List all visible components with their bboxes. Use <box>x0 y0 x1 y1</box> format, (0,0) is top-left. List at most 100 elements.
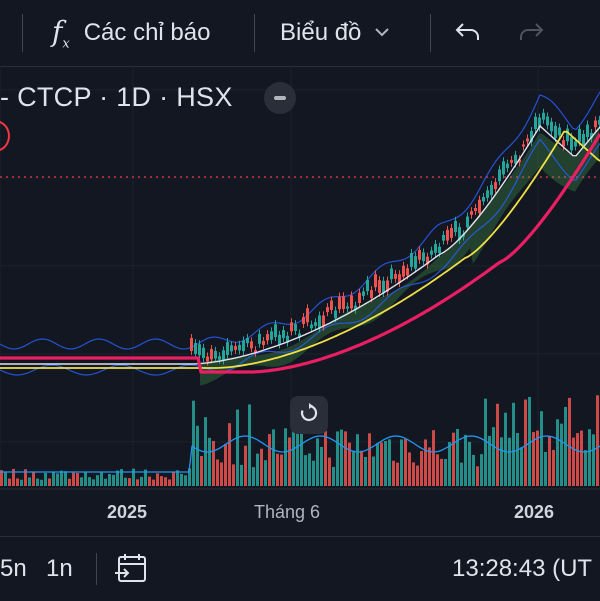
candle <box>546 116 549 126</box>
volume-bar <box>136 479 139 486</box>
volume-bar <box>500 437 503 486</box>
candle <box>442 234 445 241</box>
volume-bar <box>508 437 511 486</box>
volume-bar <box>28 477 31 486</box>
volume-bar <box>68 478 71 486</box>
legend-collapse-button[interactable] <box>264 82 296 114</box>
volume-bar <box>548 436 551 486</box>
undo-button[interactable] <box>455 0 481 66</box>
candle <box>518 159 521 163</box>
candle <box>294 324 297 331</box>
volume-bar <box>236 409 239 486</box>
candle <box>562 140 565 147</box>
candle <box>426 256 429 265</box>
candle <box>550 121 553 132</box>
candle <box>594 120 597 128</box>
candle <box>314 322 317 326</box>
candle <box>582 133 585 145</box>
volume-bar <box>176 470 179 486</box>
candle <box>558 127 561 136</box>
symbol-legend[interactable]: - CTCP · 1D · HSX <box>0 82 233 112</box>
volume-bar <box>352 450 355 486</box>
candle <box>590 132 593 139</box>
volume-bar <box>444 459 447 486</box>
clock-timezone[interactable]: 13:28:43 (UT <box>452 555 593 582</box>
candle <box>570 136 573 151</box>
reset-chart-button[interactable] <box>290 396 328 434</box>
volume-bar <box>292 428 295 486</box>
indicators-button[interactable]: fx Các chỉ báo <box>52 0 210 66</box>
minus-icon <box>274 96 286 100</box>
redo-button[interactable] <box>518 0 544 66</box>
volume-bar <box>496 403 499 486</box>
volume-bar <box>340 429 343 486</box>
volume-bar <box>260 448 263 486</box>
volume-bar <box>232 464 235 486</box>
candle <box>446 229 449 241</box>
volume-bar <box>560 423 563 486</box>
volume-bar <box>376 443 379 486</box>
volume-bar <box>212 440 215 486</box>
volume-bar <box>312 460 315 486</box>
chart-type-button[interactable]: Biểu đồ <box>280 0 390 66</box>
candle <box>282 330 285 339</box>
volume-bar <box>108 473 111 486</box>
volume-bar <box>264 460 267 486</box>
volume-bar <box>188 468 191 486</box>
volume-bar <box>116 470 119 486</box>
candle <box>226 342 229 356</box>
ma-long <box>0 133 600 374</box>
volume-bar <box>16 478 19 486</box>
volume-bar <box>92 479 95 486</box>
volume-bar <box>592 434 595 486</box>
volume-bar <box>328 457 331 486</box>
candle <box>190 337 193 352</box>
volume-bar <box>8 478 11 486</box>
volume-bar <box>412 462 415 486</box>
volume-bar <box>360 450 363 486</box>
candle <box>318 315 321 329</box>
ma-medium <box>0 130 600 369</box>
candle <box>498 169 501 182</box>
redo-icon <box>518 20 544 47</box>
volume-bar <box>520 447 523 486</box>
candle <box>554 125 557 138</box>
range-5n-button[interactable]: 5n <box>0 555 27 582</box>
volume-bar <box>436 454 439 486</box>
toolbar-divider <box>96 553 97 585</box>
volume-bar <box>84 472 87 486</box>
volume-bar <box>56 473 59 486</box>
candle <box>366 279 369 292</box>
candle <box>298 333 301 337</box>
bollinger-upper <box>0 91 600 350</box>
candle <box>354 305 357 310</box>
candle <box>374 274 377 288</box>
candle <box>222 350 225 361</box>
go-to-date-icon[interactable] <box>114 553 148 590</box>
volume-bar <box>60 470 63 486</box>
volume-bar <box>0 470 3 486</box>
time-axis-label: 2025 <box>107 502 148 522</box>
range-1n-button[interactable]: 1n <box>46 555 73 582</box>
candle <box>494 182 497 190</box>
volume-bar <box>584 450 587 486</box>
volume-bar <box>388 439 391 486</box>
candle <box>438 246 441 254</box>
candle <box>246 337 249 344</box>
volume-bar <box>576 433 579 486</box>
volume-bar <box>124 477 127 486</box>
candle <box>502 161 505 175</box>
volume-bar <box>300 424 303 486</box>
volume-bar <box>148 476 151 486</box>
volume-bar <box>396 462 399 486</box>
candle <box>322 315 325 327</box>
volume-bar <box>96 475 99 486</box>
chevron-down-icon <box>375 24 390 42</box>
candle <box>254 350 257 353</box>
price-chart[interactable] <box>0 66 600 536</box>
volume-bar <box>256 453 259 486</box>
volume-bar <box>456 428 459 486</box>
volume-bar <box>4 471 7 486</box>
volume-bar <box>528 396 531 486</box>
volume-bar <box>348 442 351 486</box>
